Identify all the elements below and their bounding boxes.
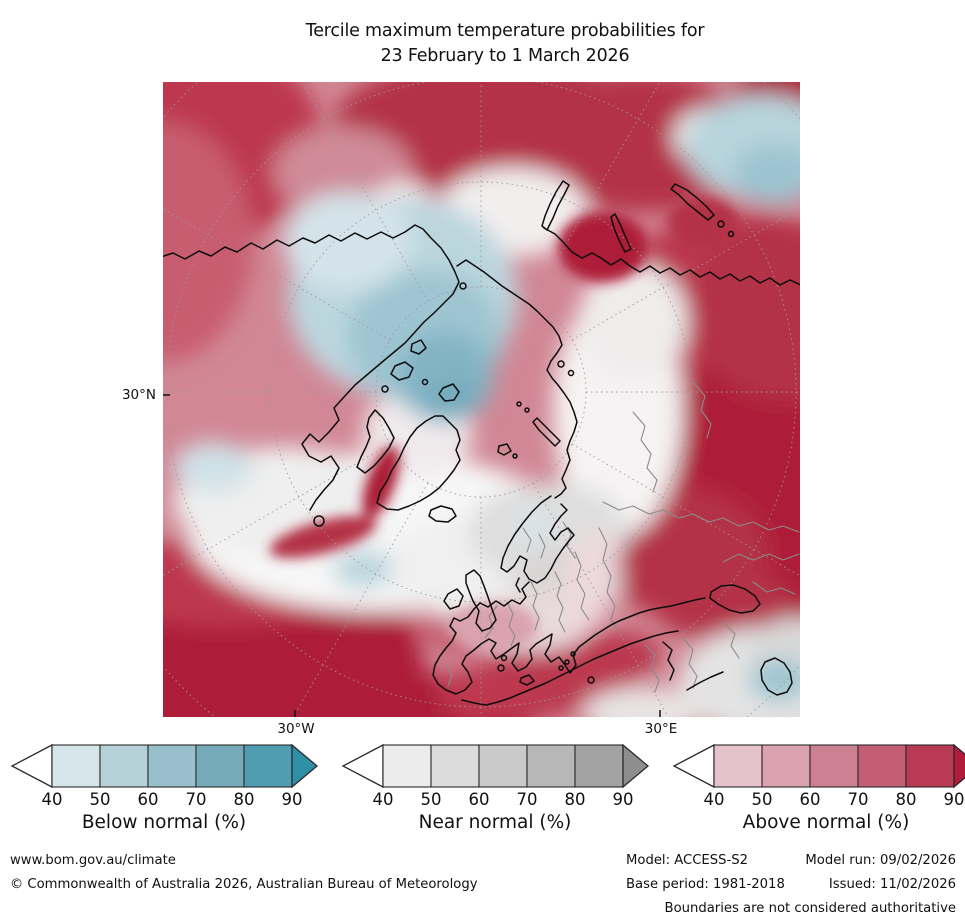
legend-tick: 70 xyxy=(516,790,538,809)
legend-segment xyxy=(809,744,859,788)
page-title-line1: Tercile maximum temperature probabilitie… xyxy=(305,21,705,41)
footer-model: Model: ACCESS-S2 xyxy=(626,853,749,868)
legend-segment xyxy=(51,744,101,788)
footer-issued: Issued: 11/02/2026 xyxy=(828,877,956,892)
coastlines xyxy=(163,180,800,706)
legend-near-normal: 40 50 60 70 80 90 Near normal (%) xyxy=(339,744,651,834)
legend-segment xyxy=(574,744,624,788)
probability-field xyxy=(163,82,800,717)
legend-right-arrow xyxy=(622,744,650,789)
legend-title: Below normal (%) xyxy=(81,812,247,833)
probability-map-svg xyxy=(163,82,800,717)
legend-tick: 40 xyxy=(372,790,394,809)
legend-segment xyxy=(857,744,907,788)
footer-right: Model: ACCESS-S2 Model run: 09/02/2026 B… xyxy=(626,849,956,919)
legend-colorbar xyxy=(341,744,650,789)
legend-segment xyxy=(478,744,528,788)
legend-title: Above normal (%) xyxy=(742,812,910,833)
legend-segment xyxy=(713,744,763,788)
legend-ticks: 40 50 60 70 80 90 xyxy=(339,790,651,812)
legend-tick: 90 xyxy=(612,790,634,809)
legend-tick: 50 xyxy=(89,790,111,809)
country-borders xyxy=(445,381,800,693)
footer-disclaimer: Boundaries are not considered authoritat… xyxy=(664,901,956,916)
legend-ticks: 40 50 60 70 80 90 xyxy=(8,790,320,812)
legend-tick: 40 xyxy=(41,790,63,809)
legend-tick: 50 xyxy=(751,790,773,809)
legend-title: Near normal (%) xyxy=(418,812,572,833)
graticule xyxy=(163,82,800,717)
legend-above-normal: 40 50 60 70 80 90 Above normal (%) xyxy=(670,744,965,834)
legend-below-normal: 40 50 60 70 80 90 Below normal (%) xyxy=(8,744,320,834)
legend-tick: 80 xyxy=(895,790,917,809)
lat-tick-label: 30°N xyxy=(121,387,156,403)
footer-url: www.bom.gov.au/climate xyxy=(10,853,176,868)
legend-left-arrow xyxy=(341,744,384,789)
legend-segment xyxy=(430,744,480,788)
legend-tick: 60 xyxy=(799,790,821,809)
footer-base-row: Base period: 1981-2018 Issued: 11/02/202… xyxy=(626,873,956,897)
legend-tick: 70 xyxy=(847,790,869,809)
legend-right-arrow xyxy=(953,744,965,789)
legend-tick: 80 xyxy=(233,790,255,809)
legend-tick: 60 xyxy=(137,790,159,809)
legend-segment xyxy=(99,744,149,788)
footer-left: www.bom.gov.au/climate © Commonwealth of… xyxy=(10,849,478,897)
legend-tick: 90 xyxy=(943,790,965,809)
legend-left-arrow xyxy=(672,744,715,789)
footer-model-run: Model run: 09/02/2026 xyxy=(805,853,956,868)
legend-segment xyxy=(147,744,197,788)
legend-segment xyxy=(905,744,955,788)
legend-segment xyxy=(526,744,576,788)
lon-tick-label-west: 30°W xyxy=(277,721,315,737)
legend-left-arrow xyxy=(10,744,53,789)
legend-right-arrow xyxy=(291,744,319,789)
legend-segment xyxy=(195,744,245,788)
axis-ticks xyxy=(163,394,661,717)
legend-tick: 50 xyxy=(420,790,442,809)
legend-segment xyxy=(382,744,432,788)
legend-segment xyxy=(243,744,293,788)
legend-tick: 60 xyxy=(468,790,490,809)
legend-colorbar xyxy=(672,744,965,789)
legend-colorbar xyxy=(10,744,319,789)
legend-tick: 70 xyxy=(185,790,207,809)
footer-model-row: Model: ACCESS-S2 Model run: 09/02/2026 xyxy=(626,849,956,873)
map-canvas xyxy=(163,82,800,717)
legend-tick: 90 xyxy=(281,790,303,809)
page-title-line2: 23 February to 1 March 2026 xyxy=(380,46,630,66)
legend-ticks: 40 50 60 70 80 90 xyxy=(670,790,965,812)
lon-tick-label-east: 30°E xyxy=(644,721,678,737)
legend-tick: 80 xyxy=(564,790,586,809)
legend-segment xyxy=(761,744,811,788)
legend-tick: 40 xyxy=(703,790,725,809)
footer-copyright: © Commonwealth of Australia 2026, Austra… xyxy=(10,877,478,892)
footer-base-period: Base period: 1981-2018 xyxy=(626,877,785,892)
